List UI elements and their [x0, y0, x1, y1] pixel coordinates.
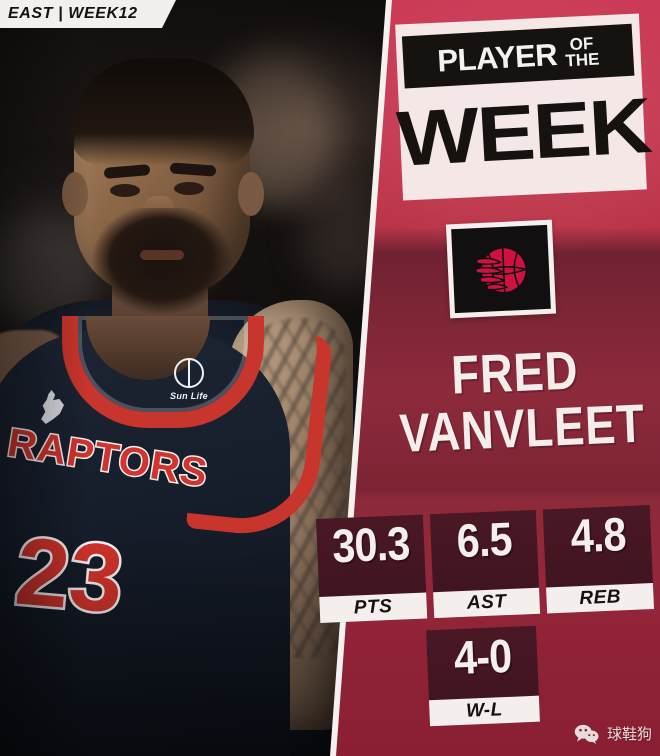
- toronto-raptors-claw-ball-logo: [475, 248, 526, 292]
- player-last-name: VANVLEET: [398, 393, 646, 464]
- player-eye-left: [110, 184, 140, 197]
- record-value: 4-0: [452, 628, 512, 685]
- jersey-number: 23: [9, 515, 130, 636]
- stat-value-pts: 30.3: [330, 516, 410, 573]
- wechat-watermark: 球鞋狗: [574, 723, 652, 744]
- title-line-two: WEEK: [395, 73, 653, 190]
- record-label: W-L: [465, 699, 504, 722]
- jersey-sponsor-logo: Sun Life: [158, 358, 220, 408]
- team-logo-tile: [445, 219, 557, 319]
- stat-label-ast: AST: [466, 591, 507, 614]
- conference-week-badge: EAST | WEEK12: [0, 0, 176, 28]
- player-of-the-week-title: PLAYER OF THE WEEK: [395, 13, 653, 201]
- record-label-strip: W-L: [428, 695, 540, 727]
- title-word-stack: OF THE: [564, 34, 600, 71]
- conference-week-label: EAST | WEEK12: [8, 5, 138, 22]
- stat-label-strip-ast: AST: [432, 587, 541, 619]
- stat-tile-ast: 6.5 AST: [429, 509, 541, 619]
- player-eye-right: [174, 182, 204, 195]
- title-word-player: PLAYER: [436, 36, 559, 79]
- wechat-icon: [574, 724, 599, 744]
- stat-label-strip-pts: PTS: [319, 592, 427, 623]
- watermark-text: 球鞋狗: [606, 725, 652, 743]
- jersey-sponsor-text: Sun Life: [170, 391, 208, 401]
- stat-value-ast: 6.5: [455, 511, 513, 568]
- player-name: FRED VANVLEET: [374, 340, 658, 464]
- stat-label-strip-reb: REB: [546, 582, 655, 614]
- stat-label-pts: PTS: [353, 595, 393, 619]
- stat-value-reb: 4.8: [569, 507, 627, 563]
- stat-tile-reb: 4.8 REB: [543, 505, 655, 614]
- sponsor-ball-icon: [174, 358, 204, 388]
- title-word-the: THE: [564, 49, 600, 71]
- player-mouth: [140, 250, 184, 260]
- stat-tile-pts: 30.3 PTS: [315, 514, 427, 623]
- record-tile: 4-0 W-L: [426, 625, 540, 727]
- stats-row: 30.3 PTS 6.5 AST 4.8 REB: [315, 505, 655, 623]
- player-hair: [70, 58, 254, 166]
- stat-label-reb: REB: [578, 586, 622, 610]
- team-logo-inner: [451, 224, 551, 314]
- title-word-week: WEEK: [394, 80, 653, 183]
